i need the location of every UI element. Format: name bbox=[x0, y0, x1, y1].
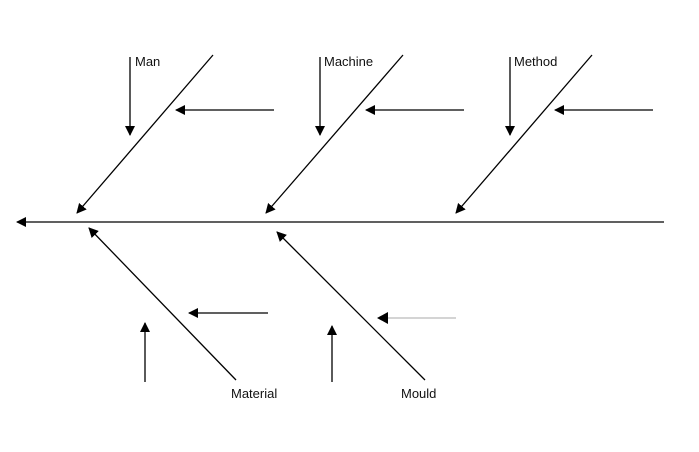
bone-machine bbox=[265, 54, 404, 214]
category-label-method: Method bbox=[514, 54, 558, 69]
sub-arrow-mould-horizontal-head bbox=[377, 312, 388, 324]
bone-man bbox=[76, 54, 214, 214]
bone-material bbox=[88, 227, 237, 381]
category-label-material: Material bbox=[231, 386, 278, 401]
category-label-mould: Mould bbox=[401, 386, 437, 401]
category-label-machine: Machine bbox=[324, 54, 374, 69]
bone-method bbox=[455, 54, 593, 214]
bone-mould bbox=[276, 231, 426, 381]
category-label-man: Man bbox=[135, 54, 161, 69]
